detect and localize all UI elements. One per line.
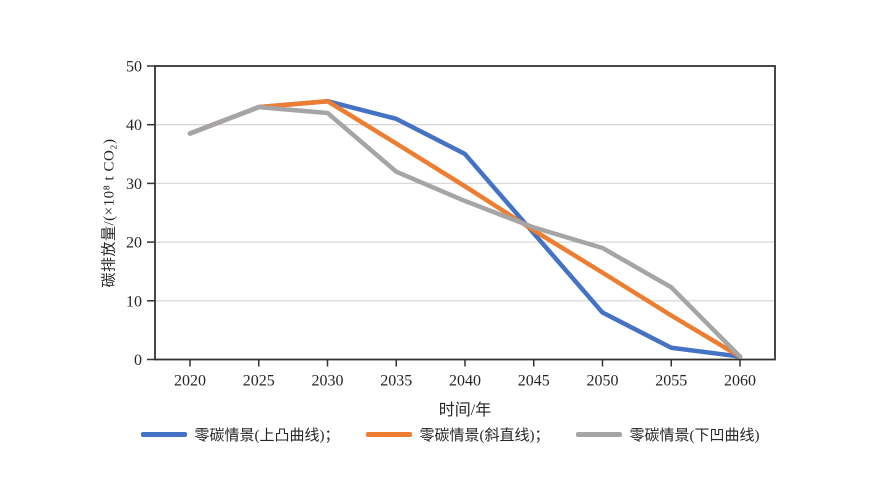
legend-label-convex: 零碳情景(上凸曲线)； (194, 428, 340, 444)
series-line-concave (187, 104, 743, 359)
y-tick-label: 50 (126, 59, 142, 76)
y-tick-label: 0 (134, 352, 142, 369)
legend-swatch-concave (575, 432, 622, 437)
x-tick-label: 2035 (380, 373, 412, 390)
x-tick-label: 2055 (655, 373, 687, 390)
x-tick-label: 2030 (312, 373, 344, 390)
x-tick-label: 2050 (587, 373, 619, 390)
x-tick-label: 2060 (724, 373, 756, 390)
x-axis-title: 时间/年 (438, 402, 492, 419)
chart-legend: 零碳情景(上凸曲线)； 零碳情景(斜直线)； 零碳情景(下凹曲线) (100, 424, 800, 445)
y-tick-label: 30 (126, 176, 142, 193)
legend-item-straight: 零碳情景(斜直线)； (365, 424, 550, 445)
legend-label-straight: 零碳情景(斜直线)； (419, 428, 550, 444)
legend-item-concave: 零碳情景(下凹曲线) (575, 424, 760, 445)
legend-swatch-straight (365, 432, 412, 437)
x-tick-label: 2025 (243, 373, 275, 390)
series-line-convex (187, 98, 743, 359)
y-axis-title: 碳排放量/(×10⁸ t CO₂) (101, 138, 118, 288)
x-tick-label: 2040 (449, 373, 481, 390)
x-tick-label: 2020 (174, 373, 206, 390)
y-tick-label: 10 (126, 293, 142, 310)
y-tick-label: 20 (126, 235, 142, 252)
legend-swatch-convex (140, 432, 187, 437)
x-tick-label: 2045 (518, 373, 550, 390)
legend-item-convex: 零碳情景(上凸曲线)； (140, 424, 340, 445)
series-line-straight (187, 98, 743, 359)
y-tick-label: 40 (126, 117, 142, 134)
legend-label-concave: 零碳情景(下凹曲线) (629, 428, 760, 444)
